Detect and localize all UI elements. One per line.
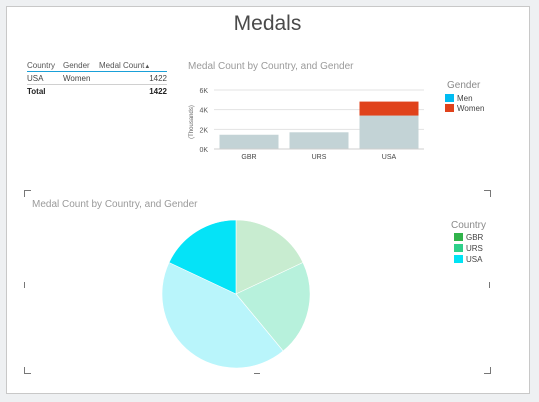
page-title: Medals	[233, 12, 302, 35]
cell-gender: Women	[63, 74, 91, 83]
total-label: Total	[27, 87, 46, 96]
selection-handle-bottom[interactable]	[254, 373, 260, 374]
legend-item-women[interactable]: Women	[445, 104, 484, 113]
legend-swatch-gbr	[454, 233, 463, 241]
header-gender[interactable]: Gender	[63, 61, 90, 70]
cell-country: USA	[27, 74, 44, 83]
table-header: Country Gender Medal Count▲	[27, 59, 167, 72]
medal-table[interactable]: Country Gender Medal Count▲ USA Women 14…	[27, 59, 167, 97]
sort-ascending-icon[interactable]: ▲	[144, 64, 151, 70]
legend-item-urs[interactable]: URS	[454, 244, 483, 253]
selection-corner-bottom-right[interactable]	[484, 367, 491, 374]
selection-corner-bottom-left[interactable]	[24, 367, 31, 374]
header-medal-count[interactable]: Medal Count▲	[99, 61, 151, 70]
pie-chart-title: Medal Count by Country, and Gender	[32, 199, 198, 210]
selection-corner-top-right[interactable]	[484, 190, 491, 197]
legend-swatch-women	[445, 104, 454, 112]
bar-chart-title: Medal Count by Country, and Gender	[188, 61, 354, 72]
bar-legend-title: Gender	[447, 80, 481, 91]
selection-corner-top-left[interactable]	[24, 190, 31, 197]
header-country[interactable]: Country	[27, 61, 56, 70]
legend-swatch-urs	[454, 244, 463, 252]
selection-handle-right[interactable]	[489, 282, 490, 288]
selection-handle-left[interactable]	[24, 282, 25, 288]
legend-item-men[interactable]: Men	[445, 94, 473, 103]
table-row[interactable]: USA Women 1422	[27, 72, 167, 84]
table-total-row: Total 1422	[27, 84, 167, 97]
pie-legend-title: Country	[451, 220, 487, 231]
legend-item-usa[interactable]: USA	[454, 255, 482, 264]
legend-swatch-usa	[454, 255, 463, 263]
cell-medal-count: 1422	[149, 74, 167, 83]
legend-swatch-men	[445, 94, 454, 102]
legend-item-gbr[interactable]: GBR	[454, 233, 483, 242]
total-value: 1422	[149, 87, 167, 96]
